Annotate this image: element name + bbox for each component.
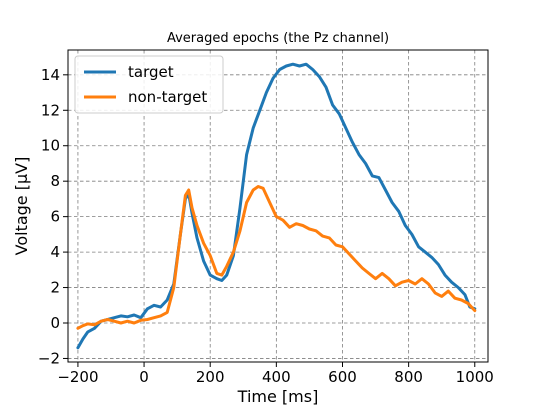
- y-tick-label-4: 4: [50, 243, 60, 261]
- y-tick-label-10: 10: [41, 137, 60, 155]
- x-tick-label-0: 0: [139, 368, 149, 386]
- x-tick-label-400: 400: [262, 368, 291, 386]
- y-tick-label-8: 8: [50, 172, 60, 190]
- x-tick-label-200: 200: [196, 368, 225, 386]
- x-tick-label-1000: 1000: [456, 368, 494, 386]
- x-axis-title: Time [ms]: [237, 387, 319, 406]
- y-axis-title: Voltage [µV]: [12, 157, 31, 256]
- x-tick-label-800: 800: [394, 368, 423, 386]
- y-tick-label-0: 0: [50, 314, 60, 332]
- y-tick-label-12: 12: [41, 101, 60, 119]
- series-line-non-target: [76, 185, 477, 330]
- axis-ticks: −200 0 200 400 600 800 1000 −2 0 2 4 6 8 10 12 14: [38, 66, 494, 386]
- x-tick-label-200: −200: [57, 368, 98, 386]
- grid-lines: [68, 50, 488, 362]
- y-tick-label-6: 6: [50, 208, 60, 226]
- legend-box: [74, 55, 224, 114]
- series-lines: [76, 62, 477, 350]
- y-tick-label-14: 14: [41, 66, 60, 84]
- legend-label-non-target: non-target: [128, 88, 207, 106]
- legend-label-target: target: [128, 63, 174, 81]
- x-tick-label-600: 600: [328, 368, 357, 386]
- y-tick-label-2: −2: [38, 349, 60, 367]
- y-tick-label-2: 2: [50, 279, 60, 297]
- chart-title: Averaged epochs (the Pz channel): [167, 31, 389, 46]
- series-line-target: [76, 62, 477, 350]
- plot-frame: [67, 49, 489, 363]
- legend: target non-target: [74, 55, 224, 114]
